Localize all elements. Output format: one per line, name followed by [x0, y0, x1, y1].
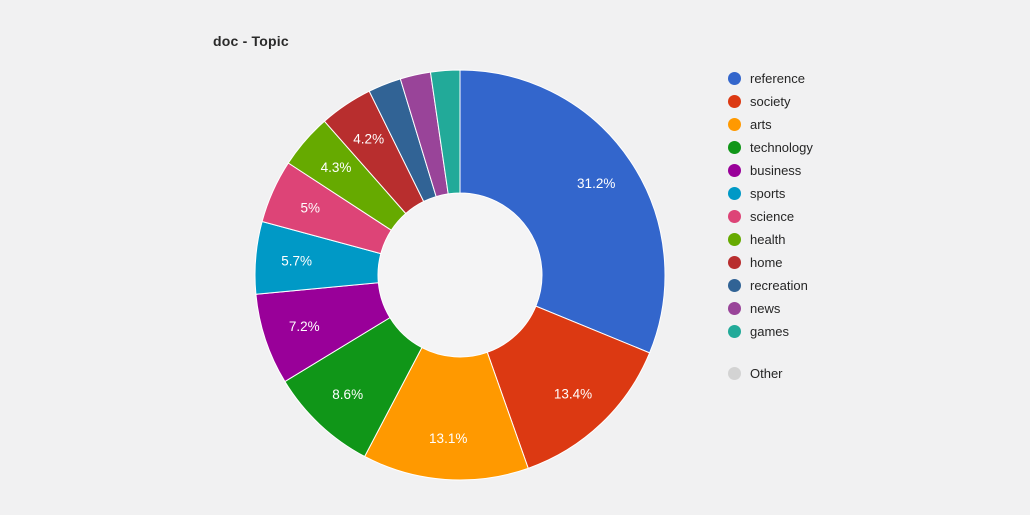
legend-label-sports: sports	[750, 186, 786, 201]
legend-label-reference: reference	[750, 71, 805, 86]
chart-legend: reference society arts technology business sp…	[728, 67, 813, 385]
donut-hole	[378, 193, 542, 357]
legend-swatch-news	[728, 302, 741, 315]
legend-item-sports[interactable]: sports	[728, 182, 813, 205]
legend-swatch-other	[728, 367, 741, 380]
legend-swatch-arts	[728, 118, 741, 131]
pie-slice-society[interactable]	[486, 305, 651, 469]
legend-label-other: Other	[750, 366, 783, 381]
legend-swatch-society	[728, 95, 741, 108]
legend-swatch-science	[728, 210, 741, 223]
legend-item-business[interactable]: business	[728, 159, 813, 182]
legend-item-reference[interactable]: reference	[728, 67, 813, 90]
legend-label-recreation: recreation	[750, 278, 808, 293]
legend-swatch-home	[728, 256, 741, 269]
pie-slice-reference[interactable]	[459, 69, 666, 354]
pie-slice-arts[interactable]	[363, 346, 529, 481]
legend-item-science[interactable]: science	[728, 205, 813, 228]
legend-label-science: science	[750, 209, 795, 224]
legend-label-home: home	[750, 255, 783, 270]
legend-swatch-health	[728, 233, 741, 246]
legend-item-health[interactable]: health	[728, 228, 813, 251]
legend-item-arts[interactable]: arts	[728, 113, 813, 136]
legend-swatch-games	[728, 325, 741, 338]
legend-item-recreation[interactable]: recreation	[728, 274, 813, 297]
legend-label-technology: technology	[750, 140, 813, 155]
legend-item-other[interactable]: Other	[728, 362, 813, 385]
chart-title: doc - Topic	[213, 33, 289, 49]
legend-swatch-technology	[728, 141, 741, 154]
legend-label-arts: arts	[750, 117, 772, 132]
legend-swatch-business	[728, 164, 741, 177]
legend-item-games[interactable]: games	[728, 320, 813, 343]
legend-swatch-sports	[728, 187, 741, 200]
legend-label-health: health	[750, 232, 786, 247]
legend-swatch-recreation	[728, 279, 741, 292]
pie-slice-games[interactable]	[429, 69, 461, 195]
legend-swatch-reference	[728, 72, 741, 85]
legend-item-society[interactable]: society	[728, 90, 813, 113]
legend-label-games: games	[750, 324, 790, 339]
legend-label-news: news	[750, 301, 781, 316]
legend-item-news[interactable]: news	[728, 297, 813, 320]
legend-item-home[interactable]: home	[728, 251, 813, 274]
legend-label-business: business	[750, 163, 802, 178]
legend-label-society: society	[750, 94, 791, 109]
legend-item-technology[interactable]: technology	[728, 136, 813, 159]
